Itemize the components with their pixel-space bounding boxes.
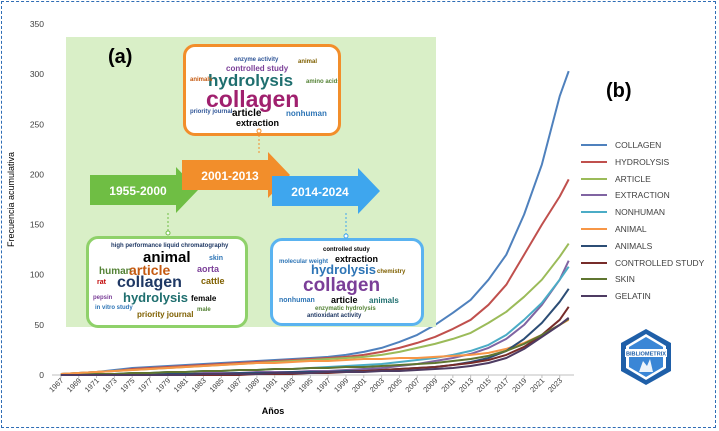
series-line-animal [60, 318, 570, 375]
wc-word: molecular weight [279, 259, 329, 265]
wc-word: priority journal [190, 109, 233, 115]
wc-word: cattle [201, 276, 225, 286]
wc-word: extraction [335, 254, 379, 264]
wc-word: animal [298, 59, 318, 65]
y-tick-label: 250 [30, 119, 44, 129]
wc-word: enzymatic hydrolysis [315, 306, 376, 312]
wordcloud-2014-2024: controlled study extraction molecular we… [270, 238, 424, 326]
series-line-skin [60, 317, 570, 376]
series-lines [60, 70, 570, 376]
wc-word: article [232, 108, 262, 119]
wc-word: collagen [303, 275, 381, 296]
y-tick-label: 150 [30, 220, 44, 230]
legend-label: ANIMAL [615, 224, 647, 234]
y-tick-label: 300 [30, 69, 44, 79]
legend-swatch [581, 295, 607, 298]
series-line-gelatin [60, 317, 570, 376]
wordcloud-1955-2000: high performance liquid chromatography a… [86, 236, 248, 328]
legend-swatch [581, 244, 607, 247]
logo-text: BIBLIOMETRIX [626, 352, 666, 358]
wc-word: controlled study [323, 247, 370, 253]
chart-legend: COLLAGEN HYDROLYSIS ARTICLE EXTRACTION NONHU… [581, 137, 711, 307]
wc-word: skin [209, 255, 224, 262]
y-tick-label: 200 [30, 169, 44, 179]
legend-swatch [581, 160, 607, 163]
period-arrow-3 [272, 168, 380, 214]
legend-label: EXTRACTION [615, 190, 670, 201]
wc-word: hydrolysis [311, 262, 377, 277]
wc-word: aorta [197, 264, 220, 274]
wc-word: enzyme activity [234, 57, 279, 63]
wc-word: rat [97, 279, 106, 286]
y-axis-title: Frecuencia acumulativa [6, 152, 16, 247]
wc-word: nonhuman [286, 109, 327, 118]
y-tick-label: 50 [35, 320, 45, 330]
wc-word: hydrolysis [208, 71, 294, 90]
legend-label: GELATIN [615, 291, 651, 302]
wc-word: pepsin [93, 295, 113, 301]
x-axis-title: Años [262, 406, 285, 416]
wc-word: article [129, 262, 171, 278]
legend-label: CONTROLLED STUDY [615, 257, 705, 268]
legend-swatch [581, 144, 607, 146]
wc-word: amino acids [306, 79, 341, 85]
legend-swatch [581, 211, 607, 214]
wc-word: antioxidant activity [307, 313, 362, 319]
y-tick-label: 0 [39, 370, 44, 380]
legend-label: SKIN [615, 274, 635, 285]
legend-label: NONHUMAN [615, 207, 666, 218]
y-tick-label: 100 [30, 270, 44, 280]
legend-label: ARTICLE [615, 173, 651, 184]
y-tick-label: 350 [30, 19, 44, 29]
wc-word: extraction [236, 118, 280, 128]
wc-word: chemistry [377, 269, 406, 275]
wc-word: human [99, 266, 132, 277]
wc-word: priority journal [137, 310, 194, 319]
wordcloud-2001-2013: enzyme activity controlled study hydroly… [183, 44, 341, 136]
legend-swatch [581, 261, 607, 264]
bibliometrix-logo: BIBLIOMETRIX [621, 329, 671, 385]
panel-a-label: (a) [108, 46, 133, 68]
wc-word: in vitro study [95, 305, 133, 311]
wc-word: collagen [117, 274, 182, 291]
wc-word: high performance liquid chromatography [111, 243, 229, 249]
legend-swatch [581, 177, 607, 180]
wc-word: controlled study [226, 64, 289, 73]
legend-swatch [581, 194, 607, 197]
legend-swatch [581, 278, 607, 281]
wc-word: male [197, 307, 211, 313]
legend-label: HYDROLYSIS [615, 156, 670, 167]
wc-word: animals [369, 296, 399, 305]
wc-word: animal [143, 249, 191, 266]
panel-b-label: (b) [606, 80, 632, 102]
legend-label: COLLAGEN [615, 140, 662, 150]
wc-word: collagen [206, 86, 300, 112]
wc-word: nonhuman [279, 297, 315, 304]
legend-swatch [581, 228, 607, 230]
wc-word: female [191, 294, 217, 303]
wc-word: animals [190, 77, 213, 83]
period-arrow-1 [90, 167, 198, 213]
period-arrow-2 [182, 152, 290, 198]
wc-word: hydrolysis [123, 290, 189, 305]
legend-label: ANIMALS [615, 240, 653, 251]
wc-word: article [331, 295, 358, 305]
